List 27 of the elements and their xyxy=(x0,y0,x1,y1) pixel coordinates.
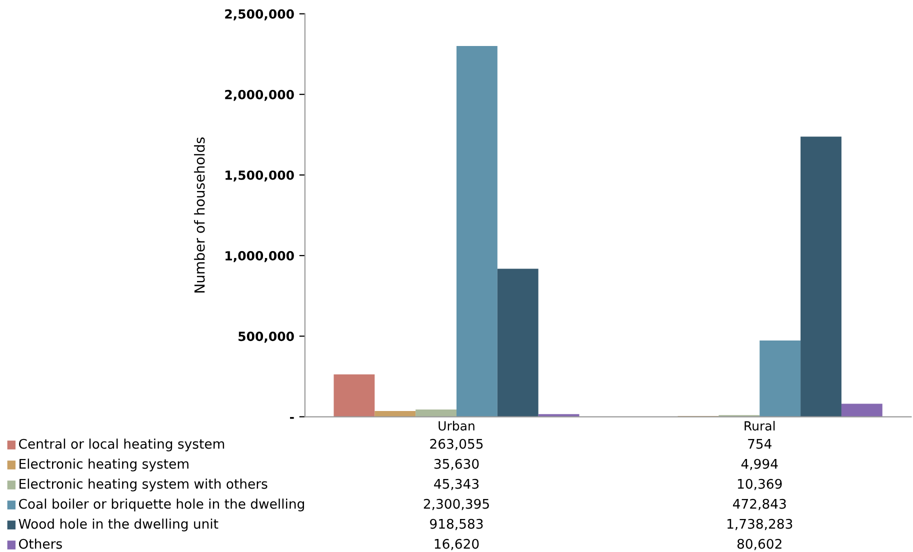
x-tick-label: Rural xyxy=(744,420,775,431)
data-label: 4,994 xyxy=(741,458,778,470)
legend-label: Electronic heating system xyxy=(20,458,188,472)
data-label: 1,738,283 xyxy=(727,518,792,530)
legend-label: Wood hole in the dwelling unit xyxy=(18,518,218,532)
data-label: 754 xyxy=(748,439,772,449)
y-tick-label: 1,000,000 xyxy=(226,251,294,262)
data-label: 918,583 xyxy=(430,518,483,530)
data-label: 472,843 xyxy=(732,498,786,510)
y-tick-label: 2,000,000 xyxy=(225,90,294,101)
y-tick-label: 500,000 xyxy=(238,332,294,343)
data-label: 35,630 xyxy=(434,458,479,470)
x-tick-label: Urban xyxy=(438,420,474,431)
y-tick-label: 1,500,000 xyxy=(226,170,294,182)
data-label: 263,055 xyxy=(430,438,483,450)
data-label: 2,300,395 xyxy=(424,498,489,510)
data-label: 16,620 xyxy=(434,538,479,550)
y-tick-label: - xyxy=(290,417,294,419)
data-label: 80,602 xyxy=(737,538,782,550)
y-tick-label: 2,500,000 xyxy=(225,9,294,20)
legend-label: Central or local heating system xyxy=(19,438,224,452)
data-label: 45,343 xyxy=(434,478,479,490)
legend-label: Electronic heating system with others xyxy=(20,478,268,492)
legend-label: Others xyxy=(19,538,62,549)
legend-label: Coal boiler or briquette hole in the dwelling xyxy=(19,498,304,512)
y-axis-title: Number of households xyxy=(194,137,205,292)
data-label: 10,369 xyxy=(738,478,782,490)
